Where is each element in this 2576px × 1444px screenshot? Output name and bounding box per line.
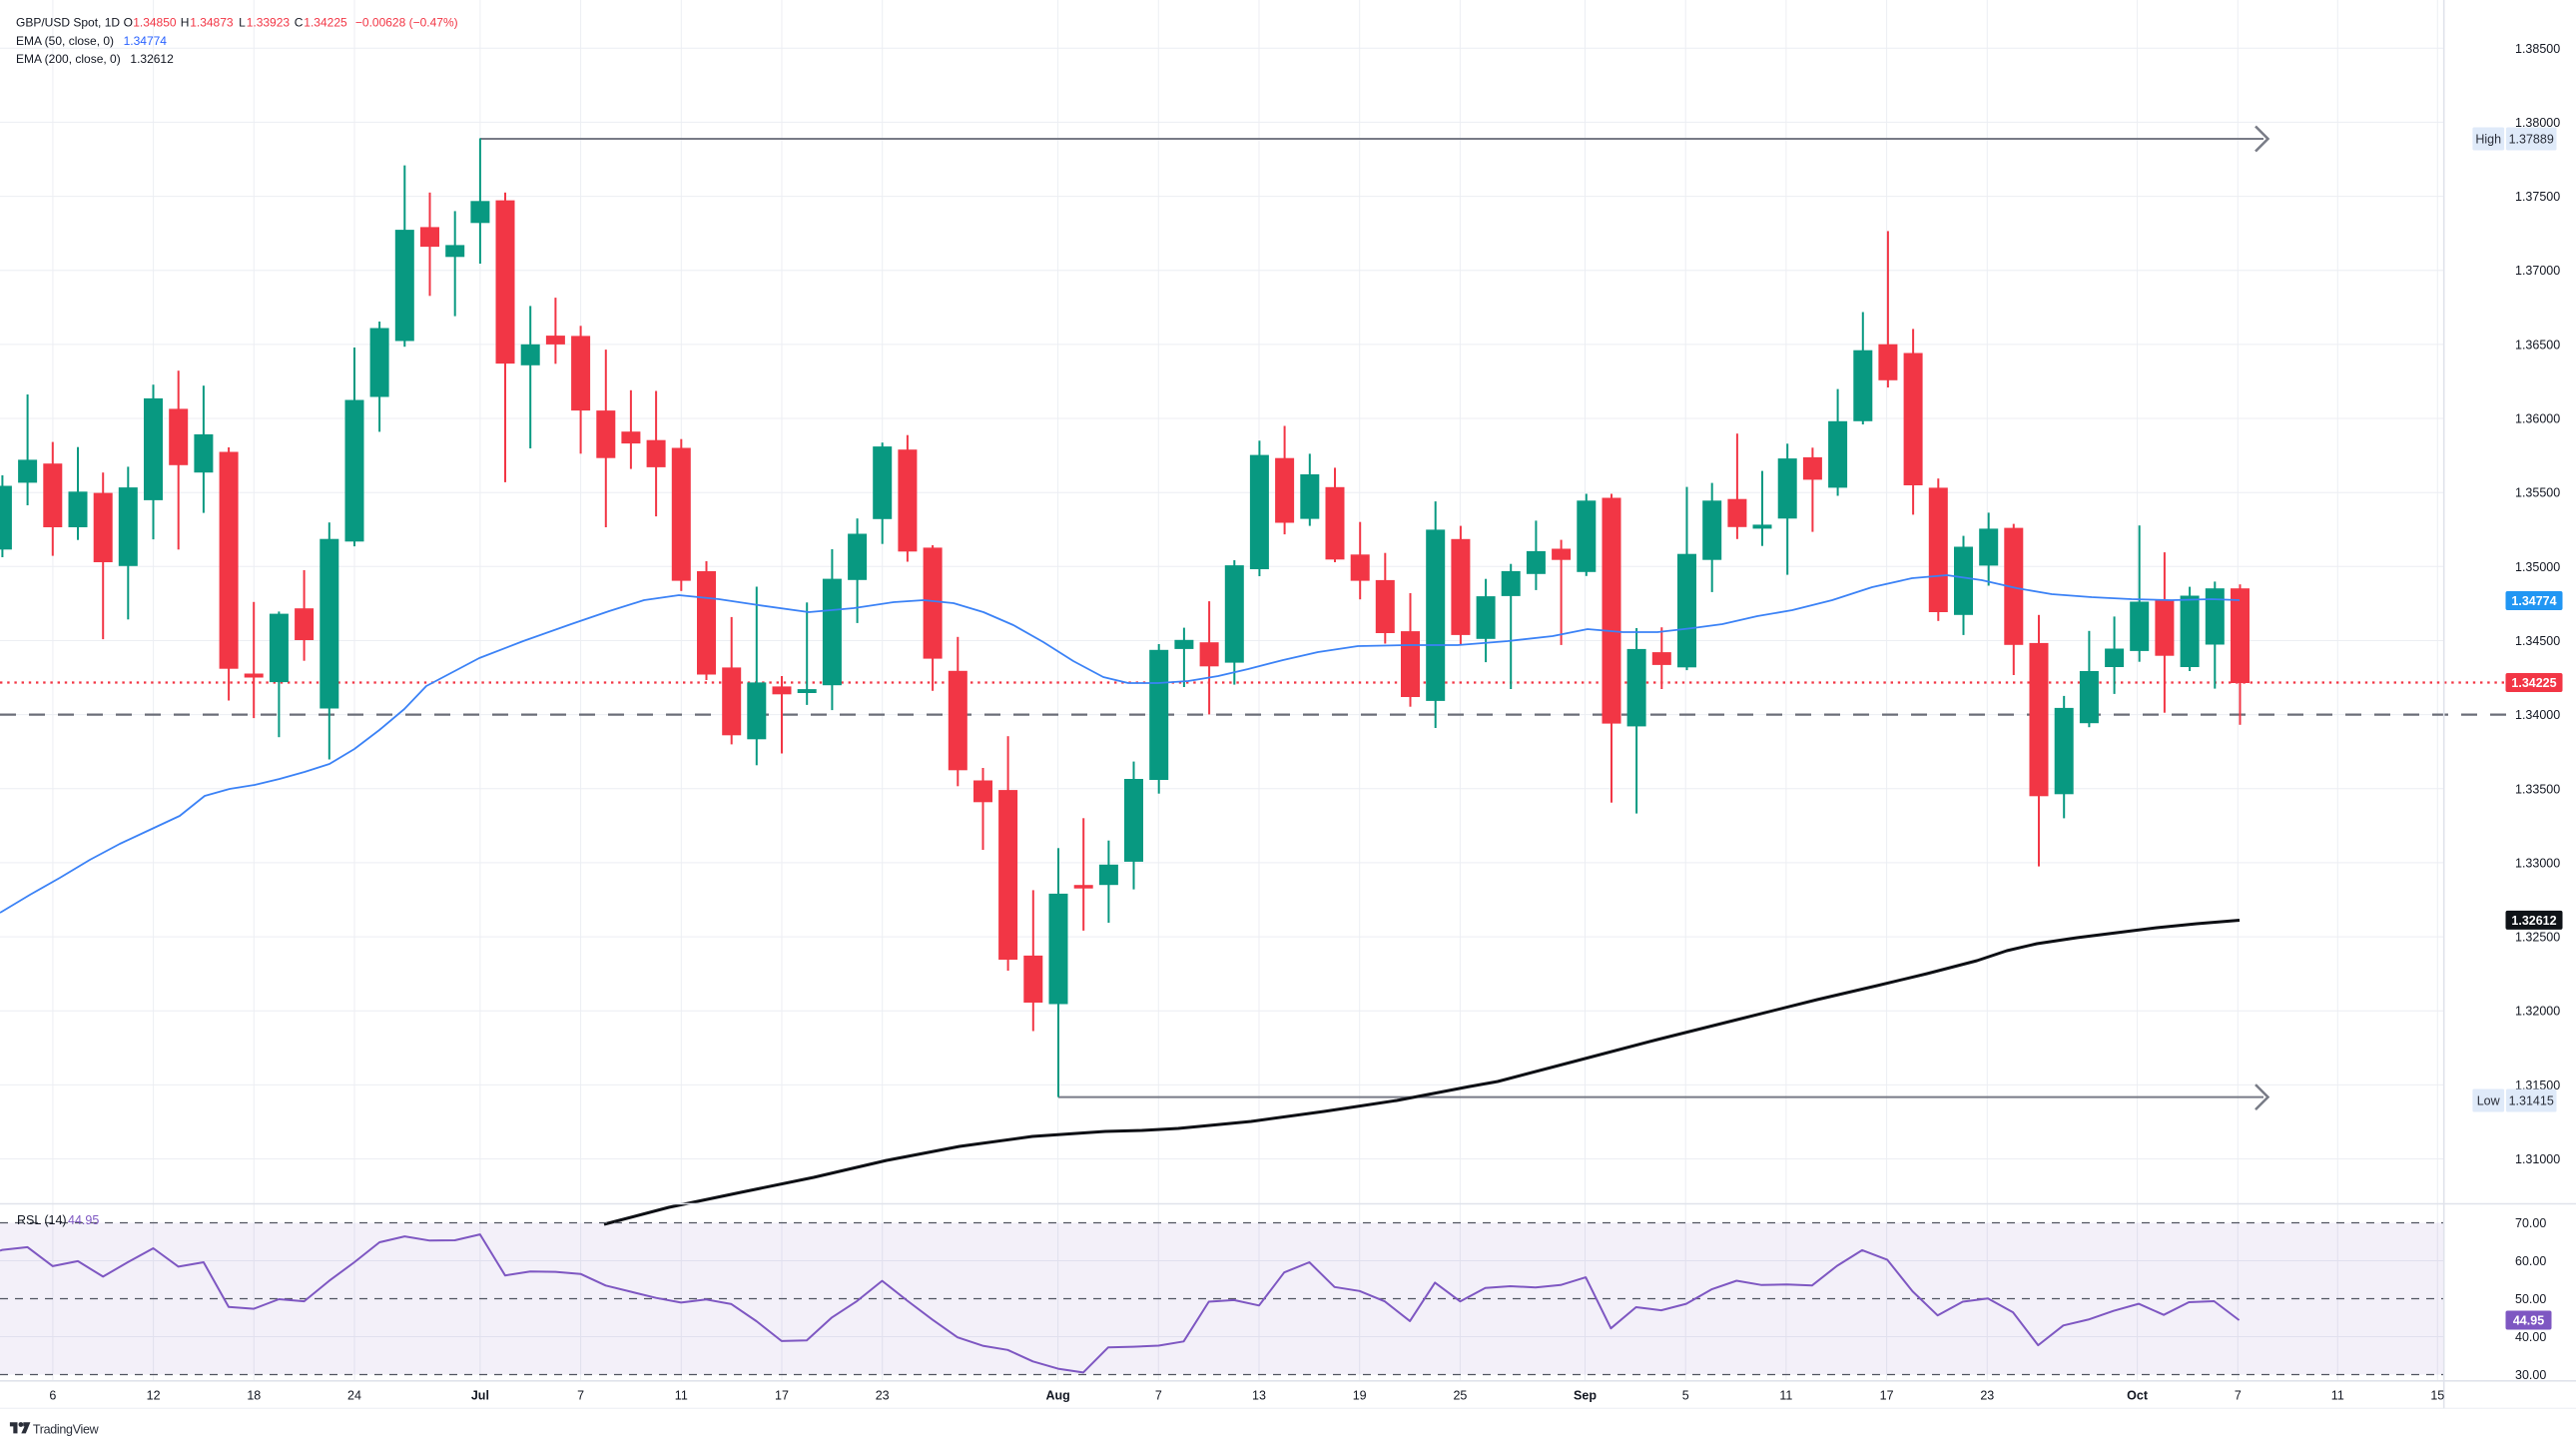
svg-text:GBP/USD Spot, 1D: GBP/USD Spot, 1D xyxy=(16,16,120,30)
svg-text:Oct: Oct xyxy=(2127,1388,2149,1402)
svg-text:Jul: Jul xyxy=(471,1388,489,1402)
svg-text:1.34000: 1.34000 xyxy=(2515,708,2560,722)
svg-text:1.32612: 1.32612 xyxy=(2511,914,2556,928)
svg-text:O: O xyxy=(124,16,133,30)
svg-text:7: 7 xyxy=(1155,1388,1162,1402)
svg-text:1.34225: 1.34225 xyxy=(304,16,347,30)
svg-text:RSL (14): RSL (14) xyxy=(17,1213,67,1227)
svg-text:1.34225: 1.34225 xyxy=(2511,676,2556,690)
svg-text:1.32612: 1.32612 xyxy=(130,52,174,66)
svg-text:17: 17 xyxy=(1880,1388,1894,1402)
svg-text:7: 7 xyxy=(2235,1388,2242,1402)
svg-text:1.33923: 1.33923 xyxy=(247,16,291,30)
svg-text:1.31000: 1.31000 xyxy=(2515,1152,2560,1166)
svg-text:13: 13 xyxy=(1252,1388,1266,1402)
svg-text:EMA (200, close, 0): EMA (200, close, 0) xyxy=(16,52,121,66)
svg-text:1.31415: 1.31415 xyxy=(2509,1094,2554,1108)
svg-text:5: 5 xyxy=(1682,1388,1689,1402)
svg-text:60.00: 60.00 xyxy=(2515,1254,2546,1268)
svg-text:11: 11 xyxy=(1779,1388,1792,1402)
svg-text:TradingView: TradingView xyxy=(33,1423,100,1437)
svg-text:1.35000: 1.35000 xyxy=(2515,560,2560,574)
svg-text:19: 19 xyxy=(1353,1388,1367,1402)
svg-text:50.00: 50.00 xyxy=(2515,1292,2546,1306)
svg-text:30.00: 30.00 xyxy=(2515,1368,2546,1382)
svg-text:44.95: 44.95 xyxy=(2513,1314,2544,1328)
svg-text:40.00: 40.00 xyxy=(2515,1330,2546,1344)
svg-text:EMA (50, close, 0): EMA (50, close, 0) xyxy=(16,34,114,48)
svg-text:24: 24 xyxy=(347,1388,361,1402)
svg-text:12: 12 xyxy=(147,1388,161,1402)
svg-text:1.38500: 1.38500 xyxy=(2515,42,2560,56)
svg-text:23: 23 xyxy=(876,1388,890,1402)
svg-text:1.35500: 1.35500 xyxy=(2515,486,2560,500)
svg-text:17: 17 xyxy=(775,1388,789,1402)
svg-text:1.32000: 1.32000 xyxy=(2515,1005,2560,1019)
svg-text:1.34850: 1.34850 xyxy=(133,16,177,30)
svg-text:1.33000: 1.33000 xyxy=(2515,856,2560,870)
svg-text:1.36500: 1.36500 xyxy=(2515,338,2560,352)
svg-text:1.33500: 1.33500 xyxy=(2515,782,2560,796)
svg-text:11: 11 xyxy=(2331,1388,2344,1402)
svg-text:1.34774: 1.34774 xyxy=(2511,594,2556,608)
svg-text:1.32500: 1.32500 xyxy=(2515,931,2560,945)
svg-text:15: 15 xyxy=(2430,1388,2444,1402)
svg-text:Low: Low xyxy=(2477,1094,2501,1108)
svg-text:Sep: Sep xyxy=(1574,1388,1597,1402)
svg-text:7: 7 xyxy=(577,1388,584,1402)
svg-text:C: C xyxy=(295,16,304,30)
svg-text:High: High xyxy=(2475,133,2501,147)
svg-text:44.95: 44.95 xyxy=(68,1213,99,1227)
svg-text:18: 18 xyxy=(247,1388,261,1402)
svg-text:23: 23 xyxy=(1980,1388,1994,1402)
svg-text:1.38000: 1.38000 xyxy=(2515,116,2560,130)
svg-text:11: 11 xyxy=(675,1388,688,1402)
svg-text:25: 25 xyxy=(1453,1388,1467,1402)
svg-text:Aug: Aug xyxy=(1045,1388,1069,1402)
svg-text:1.31500: 1.31500 xyxy=(2515,1079,2560,1092)
svg-text:H: H xyxy=(181,16,190,30)
svg-text:1.37000: 1.37000 xyxy=(2515,264,2560,278)
svg-text:L: L xyxy=(239,16,246,30)
svg-text:−0.00628 (−0.47%): −0.00628 (−0.47%) xyxy=(355,16,458,30)
svg-text:1.34873: 1.34873 xyxy=(190,16,234,30)
svg-text:1.34500: 1.34500 xyxy=(2515,634,2560,648)
svg-text:1.36000: 1.36000 xyxy=(2515,412,2560,426)
svg-text:1.34774: 1.34774 xyxy=(124,34,168,48)
svg-text:1.37889: 1.37889 xyxy=(2509,133,2554,147)
svg-text:6: 6 xyxy=(49,1388,56,1402)
svg-text:70.00: 70.00 xyxy=(2515,1216,2546,1230)
svg-text:1.37500: 1.37500 xyxy=(2515,190,2560,204)
